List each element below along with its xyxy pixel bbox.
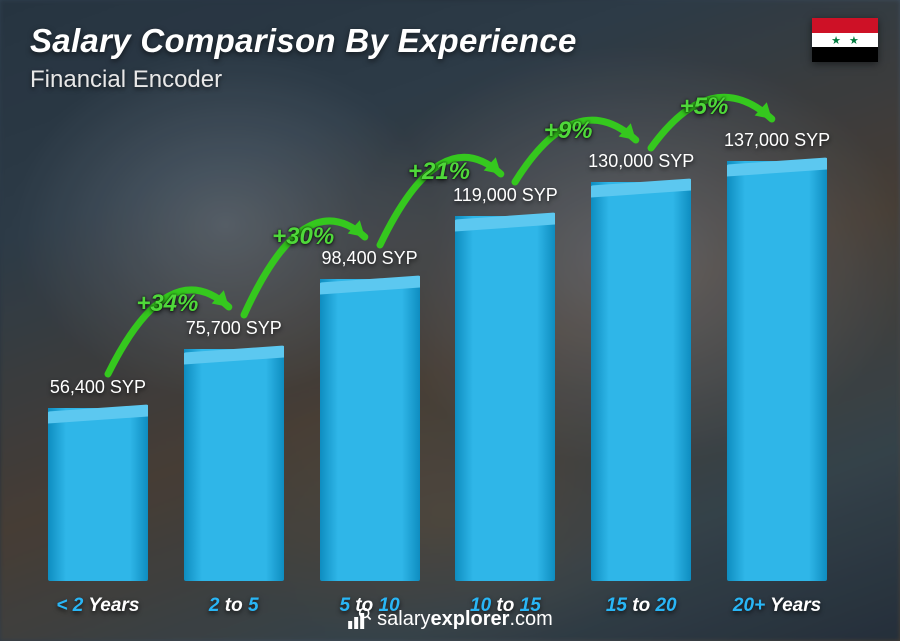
bar [184, 349, 284, 581]
bar-group: 130,000 SYP15 to 20 [579, 151, 703, 581]
bar-value-label: 137,000 SYP [724, 130, 830, 151]
bar-value-label: 98,400 SYP [322, 248, 418, 269]
bar-front-face [455, 216, 555, 581]
bar-category-label: 15 to 20 [606, 595, 677, 617]
increase-pct-label: +9% [544, 117, 593, 145]
increase-pct-label: +34% [136, 290, 198, 318]
brand-tld: .com [509, 608, 552, 630]
brand-bold: explorer [431, 608, 510, 630]
country-flag: ★ ★ [812, 18, 878, 62]
bar [320, 279, 420, 581]
bar-front-face [48, 408, 148, 581]
bar [48, 408, 148, 581]
bar-value-label: 75,700 SYP [186, 318, 282, 339]
bar-front-face [727, 161, 827, 581]
bar-category-label: < 2 Years [56, 595, 139, 617]
brand-thin: salary [377, 608, 430, 630]
bar [727, 161, 827, 581]
flag-stripe-bottom [812, 47, 878, 62]
salaryexplorer-logo-icon [347, 607, 371, 631]
bar [455, 216, 555, 581]
flag-star-icon: ★ [831, 34, 841, 47]
bar-front-face [591, 182, 691, 581]
page-title: Salary Comparison By Experience [30, 22, 870, 60]
bar-value-label: 119,000 SYP [453, 185, 558, 206]
bar-group: 56,400 SYP< 2 Years [36, 377, 160, 581]
increase-pct-label: +5% [680, 93, 729, 121]
bar-group: 98,400 SYP5 to 10 [308, 248, 432, 581]
increase-pct-label: +30% [272, 223, 334, 251]
footer-brand: salaryexplorer.com [347, 607, 553, 631]
bar-value-label: 56,400 SYP [50, 377, 146, 398]
bar-category-label: 20+ Years [733, 595, 821, 617]
bar-group: 75,700 SYP2 to 5 [172, 318, 296, 581]
bar-front-face [320, 279, 420, 581]
infographic-content: Salary Comparison By Experience Financia… [0, 0, 900, 641]
page-subtitle: Financial Encoder [30, 66, 870, 94]
bar-value-label: 130,000 SYP [588, 151, 694, 172]
flag-stripe-mid: ★ ★ [812, 33, 878, 48]
bar-group: 137,000 SYP20+ Years [715, 130, 839, 581]
bar [591, 182, 691, 581]
bar-category-label: 2 to 5 [209, 595, 259, 617]
bar-group: 119,000 SYP10 to 15 [443, 185, 567, 581]
flag-stripe-top [812, 18, 878, 33]
bar-front-face [184, 349, 284, 581]
flag-star-icon: ★ [849, 34, 859, 47]
increase-pct-label: +21% [408, 158, 470, 186]
salary-bar-chart: 56,400 SYP< 2 Years75,700 SYP2 to 598,40… [30, 101, 845, 581]
